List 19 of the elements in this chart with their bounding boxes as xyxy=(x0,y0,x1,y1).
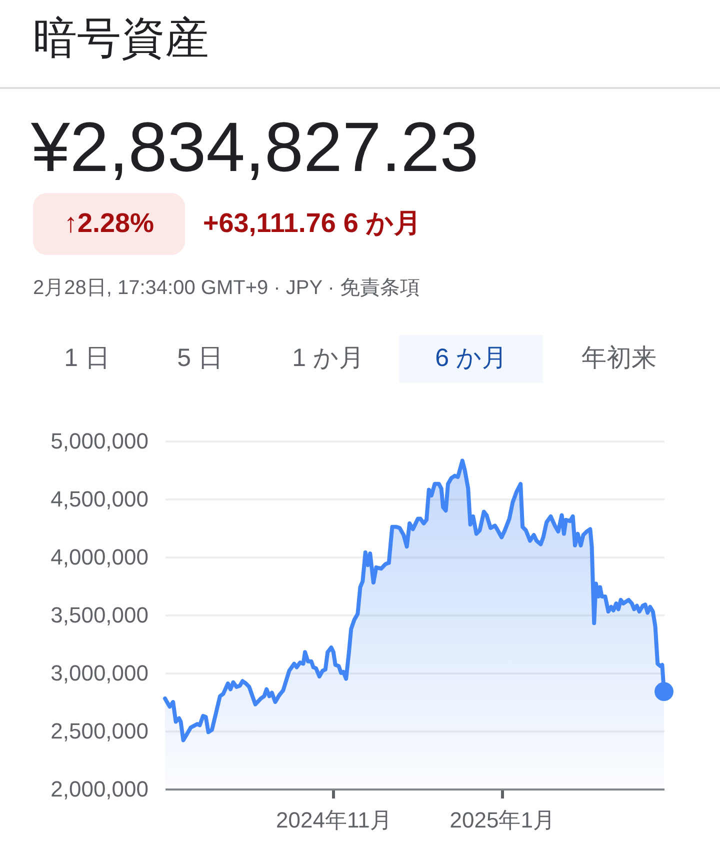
y-tick-label: 2,500,000 xyxy=(50,718,148,744)
text: ¥2,834,827.23 xyxy=(30,108,479,186)
y-tick-label: 5,000,000 xyxy=(50,428,148,454)
y-tick-label: 3,500,000 xyxy=(50,602,148,628)
text: +63,111.76 6 か月 xyxy=(203,208,421,238)
x-tick-label: 2025年1月 xyxy=(450,808,555,832)
text: 2月28日, 17:34:00 GMT+9 · JPY · 免責条項 xyxy=(33,277,420,299)
text: 1 日 xyxy=(64,344,110,372)
text: 5 日 xyxy=(177,344,223,372)
y-tick-label: 4,000,000 xyxy=(50,544,148,570)
x-tick-label: 2024年11月 xyxy=(276,808,392,832)
text: 年初来 xyxy=(582,344,656,372)
y-tick-label: 4,500,000 xyxy=(50,486,148,512)
chart-title: 暗号資産 xyxy=(33,14,209,63)
y-tick-label: 2,000,000 xyxy=(50,776,148,802)
text: 6 か月 xyxy=(435,344,507,372)
text: 1 か月 xyxy=(292,344,364,372)
text: ↑2.28% xyxy=(64,208,154,238)
y-tick-label: 3,000,000 xyxy=(50,660,148,686)
